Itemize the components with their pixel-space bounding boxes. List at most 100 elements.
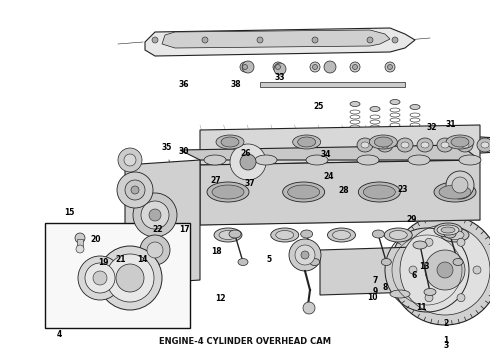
Ellipse shape	[229, 230, 241, 238]
Ellipse shape	[377, 138, 393, 152]
Text: 2: 2	[443, 320, 449, 329]
Ellipse shape	[451, 137, 469, 147]
Bar	[77, 239, 83, 247]
Polygon shape	[125, 160, 200, 285]
Circle shape	[452, 177, 468, 193]
Text: 20: 20	[91, 235, 101, 244]
Circle shape	[76, 245, 84, 253]
Ellipse shape	[293, 135, 320, 149]
Text: 22: 22	[152, 225, 162, 234]
Circle shape	[400, 225, 490, 315]
Ellipse shape	[255, 155, 277, 165]
Text: 32: 32	[426, 123, 437, 132]
Ellipse shape	[310, 258, 319, 266]
Circle shape	[240, 62, 250, 72]
Text: 15: 15	[64, 208, 74, 217]
Text: 34: 34	[321, 150, 331, 159]
Circle shape	[106, 254, 154, 302]
Text: 7: 7	[372, 276, 378, 285]
Ellipse shape	[384, 228, 412, 242]
Circle shape	[457, 238, 465, 246]
Polygon shape	[145, 28, 415, 56]
Circle shape	[352, 64, 358, 69]
Ellipse shape	[389, 145, 401, 151]
Text: 24: 24	[323, 172, 334, 181]
Circle shape	[116, 264, 144, 292]
Circle shape	[85, 263, 115, 293]
Ellipse shape	[333, 230, 350, 239]
Ellipse shape	[437, 138, 453, 152]
Polygon shape	[200, 160, 480, 225]
Ellipse shape	[446, 135, 474, 149]
Ellipse shape	[216, 135, 244, 149]
Ellipse shape	[417, 138, 433, 152]
Text: 38: 38	[230, 80, 241, 89]
Circle shape	[257, 37, 263, 43]
Ellipse shape	[283, 182, 325, 202]
Text: 3: 3	[443, 341, 449, 350]
Ellipse shape	[306, 155, 328, 165]
Circle shape	[295, 245, 315, 265]
Ellipse shape	[409, 145, 421, 151]
Text: 21: 21	[115, 255, 125, 264]
Circle shape	[301, 251, 309, 259]
Text: 10: 10	[368, 292, 378, 301]
Text: 37: 37	[245, 179, 256, 188]
Circle shape	[303, 302, 315, 314]
Text: 25: 25	[314, 102, 324, 111]
Circle shape	[149, 209, 161, 221]
Circle shape	[310, 62, 320, 72]
Ellipse shape	[357, 155, 379, 165]
Circle shape	[273, 62, 283, 72]
Ellipse shape	[301, 230, 313, 238]
Ellipse shape	[439, 185, 471, 199]
Circle shape	[152, 37, 158, 43]
Ellipse shape	[424, 288, 436, 296]
Ellipse shape	[408, 155, 430, 165]
Text: 29: 29	[407, 215, 417, 224]
Polygon shape	[320, 245, 480, 295]
Ellipse shape	[381, 258, 392, 266]
Text: 14: 14	[137, 255, 147, 264]
Circle shape	[243, 64, 247, 69]
Ellipse shape	[358, 182, 400, 202]
Circle shape	[93, 271, 107, 285]
Ellipse shape	[421, 142, 429, 148]
Circle shape	[446, 171, 474, 199]
Circle shape	[141, 201, 169, 229]
Ellipse shape	[363, 185, 395, 199]
Text: 23: 23	[397, 185, 407, 194]
Ellipse shape	[374, 137, 392, 147]
Text: 27: 27	[211, 176, 221, 185]
Ellipse shape	[413, 241, 427, 249]
Ellipse shape	[288, 185, 319, 199]
Circle shape	[117, 172, 153, 208]
Circle shape	[388, 64, 392, 69]
Circle shape	[425, 238, 433, 246]
Ellipse shape	[349, 145, 361, 151]
Circle shape	[240, 154, 256, 170]
Ellipse shape	[397, 138, 413, 152]
Text: 33: 33	[274, 73, 285, 82]
Circle shape	[312, 37, 318, 43]
Ellipse shape	[410, 104, 420, 109]
Text: 1: 1	[443, 336, 449, 345]
Text: 19: 19	[98, 258, 108, 267]
Ellipse shape	[221, 137, 239, 147]
Ellipse shape	[219, 230, 237, 239]
Circle shape	[324, 61, 336, 73]
Circle shape	[392, 37, 398, 43]
Ellipse shape	[477, 138, 490, 152]
Text: 6: 6	[412, 271, 417, 280]
Circle shape	[98, 246, 162, 310]
Bar	[260, 82, 405, 87]
Ellipse shape	[276, 230, 294, 239]
Ellipse shape	[212, 185, 244, 199]
Ellipse shape	[271, 228, 299, 242]
Text: 26: 26	[240, 149, 250, 158]
Polygon shape	[200, 125, 480, 165]
Text: 4: 4	[56, 330, 62, 339]
Circle shape	[202, 37, 208, 43]
Ellipse shape	[390, 290, 410, 298]
Ellipse shape	[297, 137, 316, 147]
